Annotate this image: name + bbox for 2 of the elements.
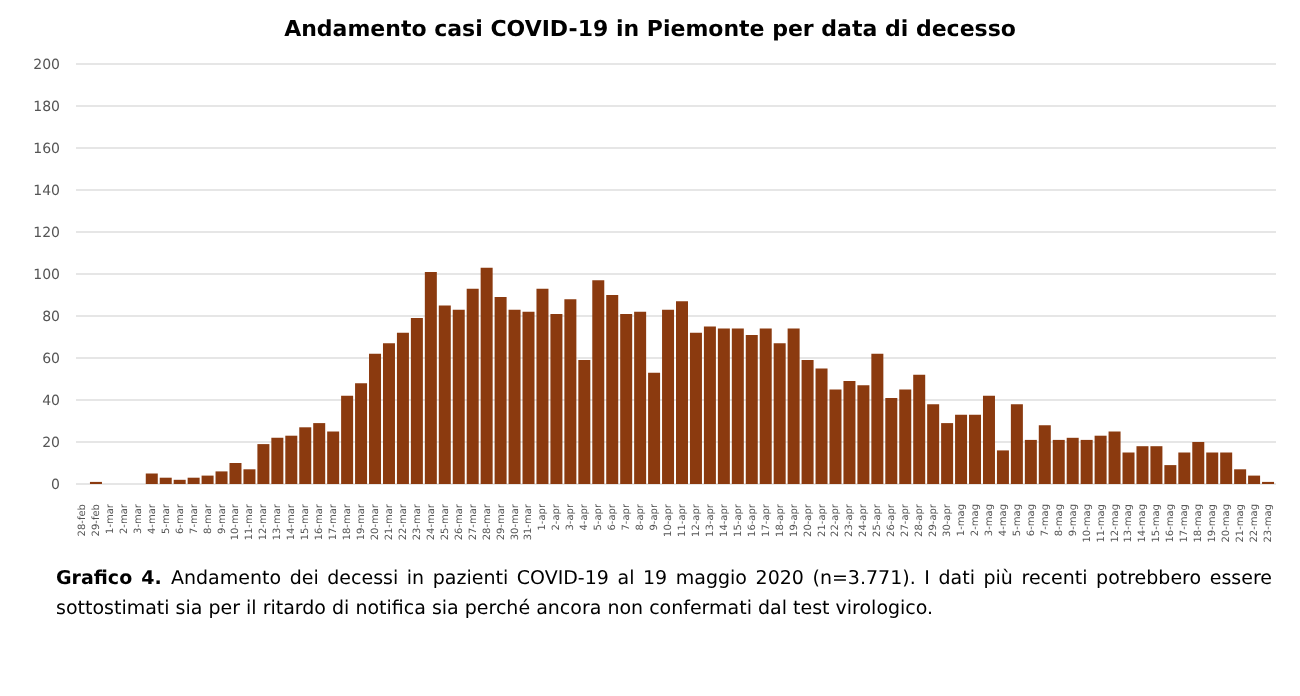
text: Grafico 4. bbox=[56, 568, 164, 590]
chart-title: Andamento casi COVID-19 in Piemonte per data di decesso bbox=[282, 16, 1018, 46]
